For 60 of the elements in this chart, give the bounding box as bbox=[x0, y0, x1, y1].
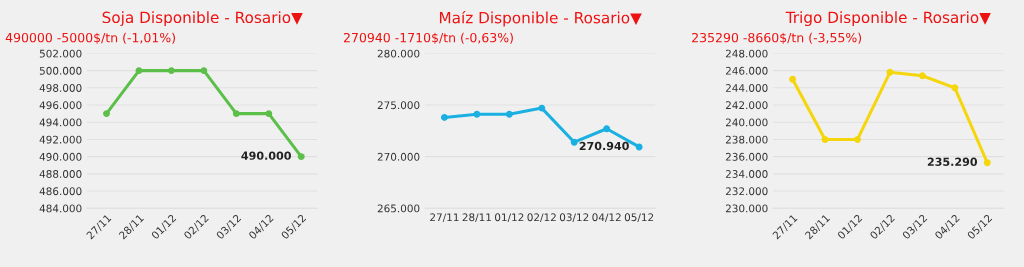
y-tick-label: 488.000 bbox=[39, 170, 82, 178]
y-tick-label: 238.000 bbox=[725, 135, 768, 144]
annotation: 235.290 bbox=[927, 157, 978, 166]
y-tick-label: 270.000 bbox=[377, 152, 420, 161]
y-tick-label: 234.000 bbox=[725, 170, 768, 178]
x-tick-label: 28/11 bbox=[462, 213, 491, 222]
chart-title: Maíz Disponible - Rosario▼ bbox=[439, 10, 642, 27]
annotation: 270.940 bbox=[579, 141, 629, 151]
point bbox=[789, 75, 797, 83]
y-tick-label: 248.000 bbox=[725, 49, 768, 58]
y-tick-label: 280.000 bbox=[377, 49, 420, 58]
y-tick-label: 500.000 bbox=[39, 66, 82, 75]
y-tick-label: 502.000 bbox=[39, 49, 82, 58]
point bbox=[570, 138, 578, 146]
chart-subtitle: 235290 -8660$/tn (-3,55%) bbox=[692, 32, 862, 44]
y-tick-label: 496.000 bbox=[39, 101, 82, 110]
point bbox=[167, 67, 175, 75]
y-tick-label: 494.000 bbox=[39, 118, 82, 127]
y-tick-label: 236.000 bbox=[725, 152, 768, 161]
y-tick-label: 242.000 bbox=[725, 101, 768, 110]
point bbox=[918, 72, 926, 80]
x-tick-label: 05/12 bbox=[624, 213, 654, 222]
chart-subtitle: 270940 -1710$/tn (-0,63%) bbox=[343, 32, 513, 44]
y-tick-label: 490.000 bbox=[39, 152, 82, 161]
point bbox=[983, 159, 991, 167]
point bbox=[135, 67, 143, 75]
point bbox=[232, 110, 240, 118]
y-tick-label: 232.000 bbox=[725, 187, 768, 196]
y-tick-label: 246.000 bbox=[725, 66, 768, 75]
point bbox=[473, 110, 481, 118]
point bbox=[297, 153, 305, 161]
annotation: 490.000 bbox=[241, 151, 291, 160]
y-tick-label: 275.000 bbox=[377, 101, 420, 110]
point bbox=[103, 110, 110, 118]
point bbox=[505, 110, 513, 118]
chart-title: Trigo Disponible - Rosario▼ bbox=[785, 11, 991, 27]
point bbox=[538, 104, 546, 112]
x-tick-label: 01/12 bbox=[495, 213, 524, 222]
point bbox=[603, 125, 611, 133]
x-tick-label: 03/12 bbox=[559, 213, 589, 222]
y-tick-label: 230.000 bbox=[725, 204, 768, 213]
x-tick-label: 27/11 bbox=[430, 213, 459, 222]
point bbox=[821, 135, 829, 143]
x-tick-label: 04/12 bbox=[592, 213, 621, 222]
point bbox=[854, 135, 861, 143]
point bbox=[440, 113, 448, 121]
x-tick-label: 02/12 bbox=[527, 213, 556, 222]
chart-subtitle: 490000 -5000$/tn (-1,01%) bbox=[5, 32, 175, 44]
y-tick-label: 492.000 bbox=[39, 135, 82, 144]
point bbox=[200, 67, 208, 75]
point bbox=[951, 84, 959, 92]
y-tick-label: 244.000 bbox=[725, 84, 768, 92]
chart-title: Soja Disponible - Rosario▼ bbox=[102, 11, 303, 27]
y-tick-label: 484.000 bbox=[39, 204, 82, 213]
y-tick-label: 265.000 bbox=[377, 204, 420, 213]
point bbox=[265, 110, 273, 118]
y-tick-label: 486.000 bbox=[39, 187, 82, 196]
point bbox=[886, 68, 894, 76]
y-tick-label: 498.000 bbox=[39, 84, 82, 92]
y-tick-label: 240.000 bbox=[725, 118, 768, 127]
